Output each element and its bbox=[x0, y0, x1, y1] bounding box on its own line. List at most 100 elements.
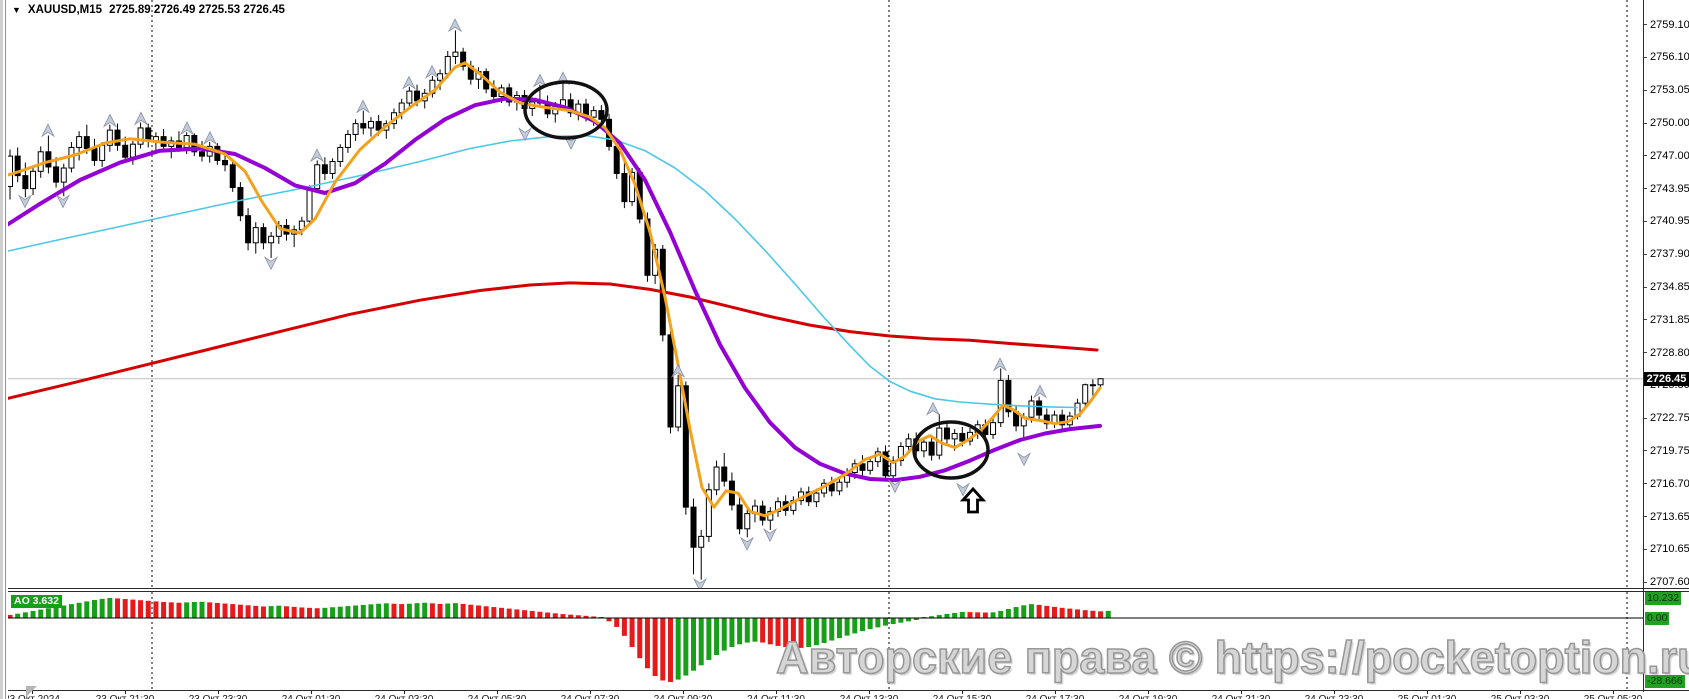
candle bbox=[237, 187, 244, 217]
candle bbox=[859, 463, 866, 471]
candle bbox=[137, 127, 144, 145]
ao-bar bbox=[115, 598, 121, 618]
awesome-oscillator-panel[interactable] bbox=[0, 592, 1643, 690]
price-axis-label: 2731.85 bbox=[1643, 314, 1689, 326]
ao-bar bbox=[813, 618, 819, 646]
ma-medium-cyan-line bbox=[5, 134, 1078, 409]
ao-bar bbox=[906, 618, 912, 622]
time-axis[interactable]: 23 Окт 202423 Окт 21:3023 Окт 23:3024 Ок… bbox=[0, 690, 1689, 699]
fractal-up-icon bbox=[40, 123, 56, 138]
time-axis-label: 24 Окт 23:30 bbox=[1305, 694, 1364, 699]
candle bbox=[1036, 400, 1043, 416]
candle bbox=[882, 451, 889, 477]
ao-bar bbox=[491, 607, 497, 618]
time-axis-tick bbox=[1520, 691, 1521, 694]
candle bbox=[705, 489, 712, 537]
ao-bar bbox=[360, 604, 366, 618]
ao-bar bbox=[61, 605, 67, 618]
ao-bar bbox=[7, 614, 13, 618]
ao-bar bbox=[437, 603, 443, 618]
candle bbox=[675, 385, 682, 428]
candle bbox=[836, 481, 843, 492]
time-axis-tick bbox=[404, 691, 405, 694]
ao-bar bbox=[568, 614, 574, 618]
candle bbox=[990, 422, 997, 436]
candle bbox=[682, 385, 689, 508]
candle bbox=[1097, 378, 1104, 386]
ao-bar bbox=[429, 603, 435, 618]
price-axis-label: 2719.75 bbox=[1643, 445, 1689, 457]
candle bbox=[60, 167, 67, 183]
ao-bar bbox=[729, 618, 735, 648]
candle bbox=[698, 535, 705, 548]
candle bbox=[690, 506, 697, 548]
ao-bar bbox=[537, 611, 543, 618]
candle bbox=[129, 143, 136, 158]
main-price-chart[interactable] bbox=[0, 0, 1643, 588]
ao-scale-max-badge: 10.232 bbox=[1645, 591, 1682, 605]
ao-bar bbox=[829, 618, 835, 641]
fractal-down-icon bbox=[55, 194, 71, 209]
time-axis-label: 24 Окт 19:30 bbox=[1119, 694, 1178, 699]
panel-splitter[interactable] bbox=[0, 588, 1689, 592]
candle bbox=[53, 166, 60, 183]
ao-bar bbox=[230, 604, 236, 618]
candles-layer bbox=[7, 30, 1104, 580]
candle bbox=[114, 129, 121, 146]
ao-bar bbox=[138, 600, 144, 618]
price-axis-label: 2728.80 bbox=[1643, 347, 1689, 359]
ao-bar bbox=[698, 618, 704, 666]
candle bbox=[321, 164, 328, 174]
time-axis-label: 24 Окт 09:30 bbox=[654, 694, 713, 699]
candle bbox=[997, 379, 1004, 424]
ao-bar bbox=[637, 618, 643, 659]
time-axis-tick bbox=[218, 691, 219, 694]
ao-bar bbox=[107, 597, 113, 618]
ao-bar bbox=[1036, 604, 1042, 618]
candle bbox=[890, 460, 897, 477]
chart-dropdown-icon[interactable]: ▼ bbox=[12, 4, 21, 15]
time-axis-label: 24 Окт 11:30 bbox=[747, 694, 805, 699]
ao-bar bbox=[683, 618, 689, 676]
fractal-down-icon bbox=[762, 528, 778, 543]
fractal-down-icon bbox=[692, 577, 708, 588]
candle bbox=[245, 215, 252, 244]
price-axis[interactable]: 2759.10 2756.10 2753.05 2750.00 2747.00 2743.… bbox=[1643, 0, 1689, 692]
candle bbox=[375, 120, 382, 131]
candle bbox=[329, 161, 336, 174]
annotation-ellipse bbox=[523, 80, 609, 140]
ao-bar bbox=[406, 603, 412, 618]
ao-bar bbox=[529, 610, 535, 618]
candle bbox=[406, 90, 413, 104]
candle bbox=[928, 441, 935, 456]
ao-bar bbox=[345, 606, 351, 618]
ao-bar bbox=[883, 618, 889, 626]
ao-bar bbox=[260, 606, 266, 618]
candle bbox=[813, 492, 820, 503]
ao-bar bbox=[990, 612, 996, 618]
fractal-up-icon bbox=[925, 401, 941, 416]
ao-bar bbox=[890, 618, 896, 625]
ao-bar bbox=[383, 603, 389, 618]
ao-bar bbox=[1013, 607, 1019, 618]
ao-bar bbox=[330, 607, 336, 618]
ao-bar bbox=[53, 606, 59, 618]
candle bbox=[667, 334, 674, 428]
ao-bar bbox=[84, 601, 90, 618]
ao-bar bbox=[644, 618, 650, 669]
candle bbox=[943, 427, 950, 440]
ao-bar bbox=[176, 602, 182, 618]
ao-bar bbox=[852, 618, 858, 634]
ao-bar bbox=[806, 618, 812, 648]
ao-bar bbox=[253, 605, 259, 618]
ao-bar bbox=[15, 613, 21, 618]
fractal-down-icon bbox=[955, 482, 971, 497]
ao-bar bbox=[913, 618, 919, 621]
ao-bar bbox=[307, 607, 313, 618]
ma-slow-red-line bbox=[4, 281, 1099, 401]
ao-bar bbox=[767, 618, 773, 645]
ao-bar bbox=[752, 618, 758, 642]
time-axis-tick bbox=[1055, 691, 1056, 694]
candle bbox=[437, 73, 444, 81]
